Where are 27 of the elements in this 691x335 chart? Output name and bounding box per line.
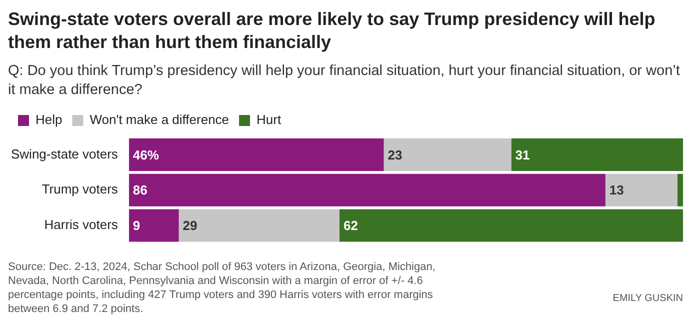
bar [605,174,678,206]
bar [178,209,340,242]
bar [128,138,384,171]
data-label: 23 [388,147,402,162]
text: EMILY GUSKIN [612,292,683,306]
data-label: 13 [609,182,624,198]
source-note: Source: Dec. 2-13, 2024, Schar School poll of 963 voters in Arizona, Georgia, Michigan, Nevada, North Carolina, Pennsylvania and Wisconsin with a margin of error of +/- 4.6 percentage points, including 427 Trump voters and 390 Harris voters with error margins between 6.9 and 7.2 points. [8,260,436,316]
bar [384,138,512,171]
data-label: 46% [132,147,160,162]
data-label: 29 [182,218,198,234]
bar [511,138,683,171]
data-label: 9 [132,218,140,234]
data-label: 86 [132,182,148,198]
chart-title: Swing-state voters overall are more likely to say Trump presidency will help them rather than hurt them financially [8,8,656,54]
y-tick-label: Swing-state voters [10,146,118,162]
y-tick-label: Trump voters [42,182,118,197]
data-label: 31 [515,147,530,162]
bar [128,174,606,206]
bar [128,209,179,242]
y-tick-label: Harris voters [44,217,118,232]
data-label: 62 [343,218,358,234]
bar [339,209,683,242]
chart-subtitle: Q: Do you think Trump’s presidency will help your financial situation, hurt your financial situation, or won’t it make a difference? [8,62,681,100]
legend-label: Won't make a difference [90,112,230,128]
legend-label: Help [36,112,62,128]
bar [677,174,683,206]
legend-label: Hurt [256,112,282,128]
